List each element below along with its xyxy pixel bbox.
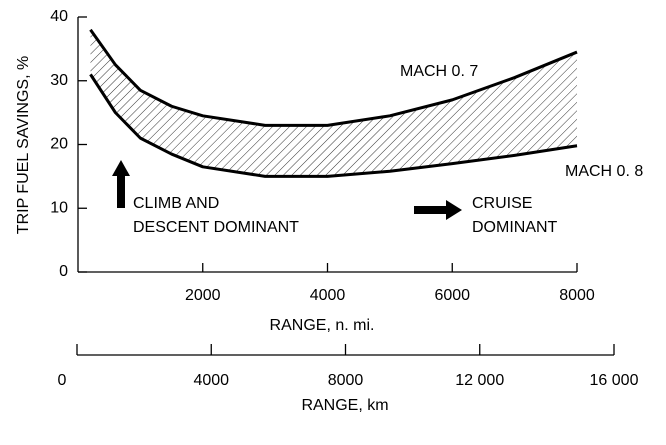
x-tick-label: 6000 — [434, 287, 470, 304]
right-arrow — [414, 200, 462, 220]
annotation: DESCENT DOMINANT — [133, 219, 299, 236]
line — [89, 28, 578, 127]
annotation: CLIMB AND — [133, 195, 219, 212]
y-tick-label: 0 — [59, 263, 68, 280]
annotation: DOMINANT — [472, 219, 558, 236]
x-tick-label: 4000 — [310, 287, 346, 304]
line — [89, 73, 578, 178]
y-axis-label: TRIP FUEL SAVINGS, % — [15, 56, 32, 234]
km-tick-label: 8000 — [328, 372, 364, 389]
up-arrow — [112, 160, 130, 208]
km-tick-label: 4000 — [193, 372, 229, 389]
series-label: MACH 0. 8 — [565, 163, 643, 180]
y-tick-label: 20 — [50, 136, 68, 153]
annotation: CRUISE — [472, 195, 532, 212]
y-tick-label: 10 — [50, 199, 68, 216]
km-axis-label: RANGE, km — [301, 397, 388, 414]
x-tick-label: 8000 — [559, 287, 595, 304]
y-tick-label: 30 — [50, 72, 68, 89]
x-axis-label: RANGE, n. mi. — [270, 317, 375, 334]
y-tick-label: 40 — [50, 8, 68, 25]
series-label: MACH 0. 7 — [400, 63, 478, 80]
x-tick-label: 2000 — [185, 287, 221, 304]
km-tick-label: 12 000 — [455, 372, 504, 389]
km-tick-label: 0 — [58, 372, 67, 389]
hatch-band — [90, 29, 577, 177]
km-tick-label: 16 000 — [590, 372, 639, 389]
